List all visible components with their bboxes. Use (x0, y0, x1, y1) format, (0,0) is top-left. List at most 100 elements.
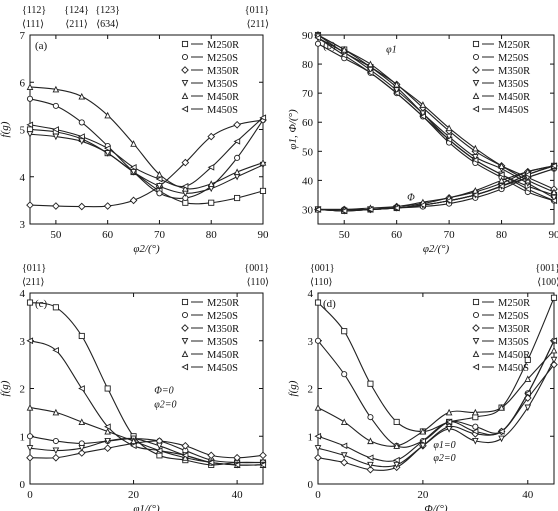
data-point (233, 137, 241, 145)
data-point (419, 442, 427, 450)
legend-label: M350S (207, 337, 238, 348)
x-tick-label: 90 (258, 229, 270, 241)
data-point (497, 182, 505, 190)
series-line (29, 86, 264, 190)
y-axis-label: f(g) (287, 380, 299, 396)
data-point (52, 85, 60, 93)
data-point (497, 171, 505, 178)
orientation-label: {112} (22, 5, 46, 16)
legend-label: M350R (498, 66, 530, 77)
data-point (550, 356, 558, 364)
legend-label: M250R (498, 40, 530, 51)
y-tick-label: 2 (20, 384, 26, 396)
data-point (366, 465, 375, 474)
x-tick-label: 20 (128, 489, 140, 501)
orientation-label: ⟨634⟩ (96, 19, 119, 30)
data-point (341, 328, 348, 335)
legend-marker (181, 350, 189, 358)
series-line (317, 340, 555, 462)
series-line (317, 349, 555, 447)
data-point (419, 437, 426, 445)
x-tick-label: 0 (27, 489, 33, 501)
data-point (314, 299, 322, 306)
legend-marker (472, 53, 480, 61)
series-line (317, 359, 555, 468)
data-point (445, 124, 453, 132)
legend-marker (472, 311, 480, 319)
data-point (445, 136, 453, 144)
annotation: Φ (407, 193, 415, 204)
data-point (104, 427, 111, 435)
orientation-label: ⟨100⟩ (537, 277, 558, 288)
y-tick-label: 7 (20, 30, 26, 42)
x-tick-label: 60 (391, 229, 403, 241)
data-point (393, 418, 400, 425)
data-point (367, 380, 374, 387)
y-tick-label: 70 (302, 88, 314, 100)
x-tick-label: 80 (496, 229, 508, 241)
series-M250S-Phi (314, 165, 558, 213)
series-line (29, 119, 264, 208)
data-point (393, 456, 400, 464)
data-point (524, 404, 532, 412)
legend-marker (472, 350, 480, 358)
series-M450R-phi1 (314, 31, 558, 196)
data-point (259, 158, 267, 166)
data-point (52, 102, 59, 109)
orientation-label: ⟨110⟩ (247, 277, 270, 288)
series-line (29, 98, 264, 199)
data-point (26, 83, 34, 91)
x-tick-label: 0 (315, 489, 321, 501)
y-tick-label: 30 (302, 204, 314, 216)
data-point (393, 89, 400, 97)
data-point (340, 442, 348, 450)
data-point (472, 423, 479, 430)
y-tick-label: 4 (20, 288, 26, 300)
data-point (156, 442, 163, 450)
data-point (393, 87, 400, 94)
data-point (445, 197, 453, 205)
legend-marker (472, 324, 480, 332)
data-point (104, 437, 111, 445)
legend-marker (181, 40, 189, 48)
data-point (472, 408, 479, 416)
y-tick-label: 1 (20, 431, 26, 443)
legend-label: M350R (207, 324, 239, 335)
data-point (78, 385, 85, 392)
data-point (52, 126, 59, 133)
data-point (445, 408, 453, 416)
x-axis-label: Φ/(°) (424, 503, 447, 511)
data-point (208, 199, 215, 206)
series-M450S-Phi (314, 162, 558, 215)
series-line (317, 165, 555, 211)
data-point (445, 426, 453, 433)
legend-marker (181, 337, 189, 345)
data-point (472, 437, 479, 445)
orientation-label: ⟨110⟩ (310, 277, 333, 288)
data-point (550, 337, 558, 345)
series-M450S (314, 337, 558, 464)
x-tick-label: 40 (522, 489, 534, 501)
x-axis-label: φ1/(°) (133, 503, 160, 511)
legend-marker (181, 311, 189, 319)
series-M450S (26, 114, 267, 190)
legend-marker (472, 66, 480, 74)
legend-label: M450S (498, 105, 529, 116)
data-point (419, 427, 427, 435)
orientation-label: {001} (535, 263, 558, 274)
y-tick-label: 2 (308, 384, 314, 396)
x-tick-label: 60 (102, 229, 114, 241)
orientation-label: {001} (310, 263, 335, 274)
data-point (524, 356, 531, 363)
data-point (233, 461, 241, 469)
data-point (340, 452, 348, 459)
x-tick-label: 40 (232, 489, 244, 501)
data-point (77, 202, 86, 211)
y-axis-label: φ1, Φ/(°) (287, 109, 299, 150)
data-point (207, 459, 215, 466)
data-point (471, 156, 479, 164)
orientation-label: {011} (22, 263, 46, 274)
y-tick-label: 6 (20, 77, 26, 89)
data-point (498, 176, 505, 184)
data-point (471, 428, 479, 435)
